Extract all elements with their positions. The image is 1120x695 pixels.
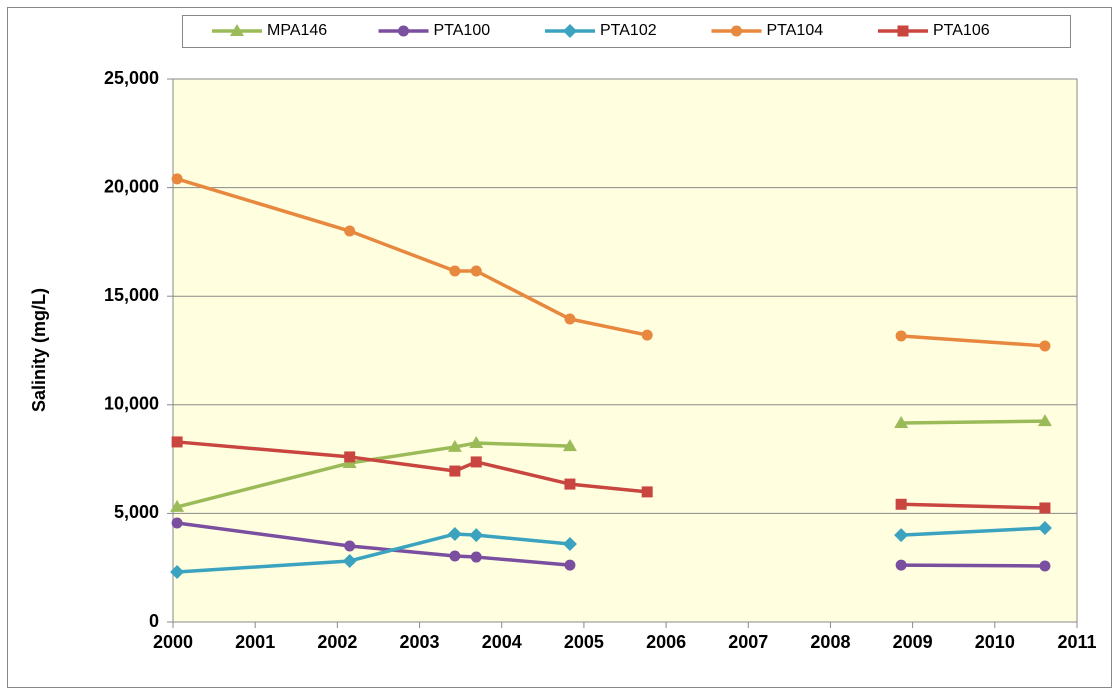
marker	[398, 25, 409, 37]
marker	[563, 24, 577, 38]
marker	[641, 329, 653, 341]
legend-label: PTA102	[600, 22, 657, 39]
marker	[562, 537, 577, 552]
x-tick-label: 2010	[975, 632, 1015, 652]
x-tick-label: 2003	[400, 632, 440, 652]
marker	[449, 465, 461, 477]
marker	[344, 540, 356, 552]
series-line	[901, 502, 1045, 510]
x-tick-label: 2006	[646, 632, 686, 652]
legend-label: PTA104	[767, 22, 824, 39]
marker	[449, 550, 461, 562]
series-line	[176, 440, 648, 494]
marker	[171, 436, 183, 448]
marker	[344, 451, 356, 463]
marker	[894, 528, 909, 543]
x-tick-label: 2000	[153, 632, 193, 652]
marker	[1039, 560, 1051, 572]
x-tick-label: 2004	[482, 632, 522, 652]
series-line	[901, 419, 1045, 425]
marker	[171, 517, 183, 529]
marker	[470, 551, 482, 563]
marker	[562, 439, 577, 452]
marker	[344, 225, 356, 237]
y-axis-title: Salinity (mg/L)	[29, 288, 49, 412]
marker	[564, 559, 576, 571]
marker	[564, 478, 576, 490]
x-tick-label: 2002	[317, 632, 357, 652]
plot-area	[173, 79, 1077, 622]
marker	[469, 528, 484, 543]
marker	[897, 25, 909, 37]
legend-label: PTA100	[434, 22, 491, 39]
plot-border	[172, 78, 1078, 623]
x-tick-label: 2001	[235, 632, 275, 652]
marker	[731, 25, 742, 37]
y-tick-label: 25,000	[104, 68, 159, 88]
marker	[230, 24, 244, 36]
marker	[895, 559, 907, 571]
series-line	[901, 526, 1046, 537]
marker	[895, 330, 907, 342]
marker	[170, 565, 185, 580]
marker	[1039, 340, 1051, 352]
legend-label: PTA106	[933, 22, 990, 39]
marker	[1037, 414, 1052, 427]
y-tick-label: 15,000	[104, 285, 159, 305]
x-tick-label: 2008	[810, 632, 850, 652]
marker	[564, 313, 576, 325]
marker	[447, 439, 462, 452]
series-line	[901, 563, 1045, 568]
series-line	[176, 177, 648, 337]
y-tick-label: 5,000	[114, 502, 159, 522]
x-tick-label: 2005	[564, 632, 604, 652]
marker	[894, 416, 909, 429]
marker	[449, 265, 461, 277]
marker	[342, 553, 357, 568]
legend-label: MPA146	[267, 22, 327, 39]
marker	[469, 436, 484, 449]
marker	[170, 499, 185, 512]
marker	[1037, 520, 1052, 535]
marker	[895, 498, 907, 510]
marker	[641, 486, 653, 498]
x-tick-label: 2009	[893, 632, 933, 652]
x-tick-label: 2007	[728, 632, 768, 652]
y-tick-label: 20,000	[104, 176, 159, 196]
y-tick-label: 0	[149, 611, 159, 631]
marker	[171, 173, 183, 185]
marker	[1039, 502, 1051, 514]
x-tick-label: 2011	[1057, 632, 1096, 652]
marker	[470, 456, 482, 468]
y-tick-label: 10,000	[104, 394, 159, 414]
marker	[447, 527, 462, 542]
series-line	[901, 334, 1046, 348]
marker	[470, 265, 482, 277]
